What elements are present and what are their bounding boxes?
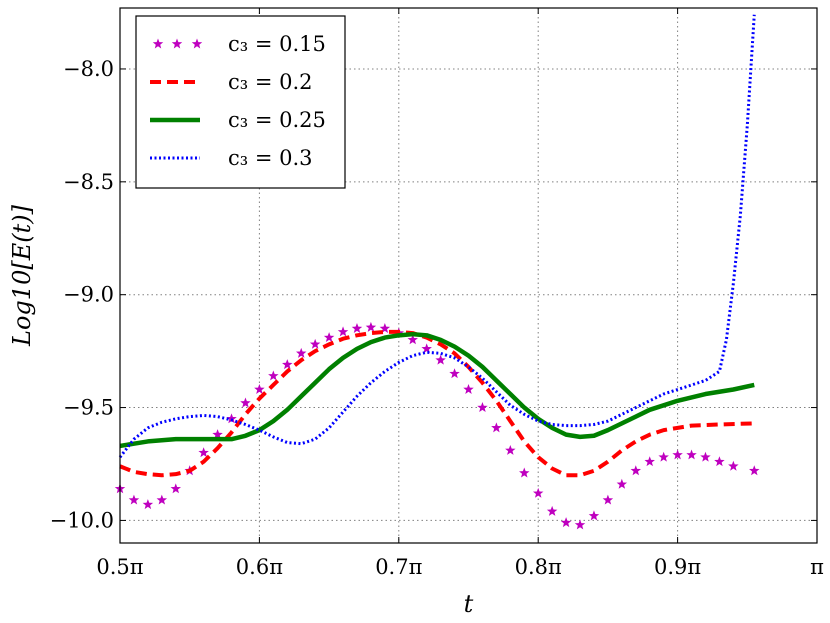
data-point-star [309, 338, 321, 349]
data-point-star [282, 359, 293, 370]
ticks: 0.5π 0.6π 0.7π 0.8π 0.9π π −10.0 −9.5 −9.0 −8.5 −8… [50, 8, 824, 579]
legend-star-marker [171, 38, 183, 49]
legend-item: c₃ = 0.2 [150, 70, 313, 94]
legend-star-marker [152, 38, 164, 49]
data-point-star [407, 334, 418, 345]
data-point-star [128, 494, 140, 505]
data-point-star [477, 402, 488, 413]
data-point-star [672, 449, 683, 460]
legend-label: c₃ = 0.25 [228, 108, 326, 132]
data-point-star [198, 447, 209, 458]
x-tick-label: 0.7π [375, 555, 422, 579]
series-layer [114, 14, 760, 530]
y-tick-label: −8.5 [63, 170, 114, 194]
legend-label: c₃ = 0.15 [228, 32, 326, 56]
data-point-star [644, 456, 655, 467]
data-point-star [505, 444, 516, 455]
data-point-star [170, 483, 181, 494]
data-point-star [686, 449, 697, 460]
series-line [119, 331, 755, 449]
legend-label: c₃ = 0.2 [228, 70, 313, 94]
data-point-star [323, 332, 335, 343]
data-point-star [254, 384, 265, 394]
data-point-star [658, 451, 669, 462]
series-2 [119, 329, 755, 478]
data-point-star [365, 321, 377, 332]
legend: c₃ = 0.15 c₃ = 0.2 c₃ = 0.25 c₃ = 0.3 [135, 15, 346, 189]
x-tick-label: 0.9π [654, 555, 701, 579]
data-point-star [700, 451, 711, 462]
series-1 [114, 321, 760, 530]
series-line [119, 329, 755, 478]
data-point-star [602, 494, 614, 505]
x-axis-title: t [464, 590, 474, 618]
legend-item: c₃ = 0.25 [150, 108, 326, 132]
plot-frame [119, 7, 818, 544]
y-tick-label: −10.0 [50, 508, 114, 532]
data-point-star [560, 517, 572, 528]
data-point-star [491, 422, 502, 433]
data-point-star [142, 499, 154, 510]
data-point-star [546, 505, 558, 516]
legend-star-marker [191, 38, 203, 49]
legend-box [135, 15, 346, 189]
series-4 [118, 14, 756, 459]
data-point-star [532, 487, 544, 498]
x-tick-label: 0.5π [96, 555, 143, 579]
data-point-star [588, 510, 600, 521]
data-point-star [630, 465, 642, 476]
legend-label: c₃ = 0.3 [228, 146, 313, 170]
data-point-star [268, 370, 279, 381]
data-point-star [463, 384, 474, 394]
data-point-star [421, 343, 432, 354]
y-tick-label: −8.0 [63, 57, 114, 81]
data-point-star [749, 465, 760, 476]
x-tick-label: 0.6π [236, 555, 283, 579]
legend-item: c₃ = 0.15 [152, 32, 326, 56]
data-point-star [351, 323, 363, 333]
data-point-star [295, 347, 307, 358]
data-point-star [449, 368, 460, 379]
data-point-star [519, 467, 530, 478]
data-point-star [728, 460, 739, 471]
data-point-star [574, 519, 586, 530]
data-point-star [616, 478, 628, 489]
legend-item: c₃ = 0.3 [150, 146, 313, 170]
data-point-star [156, 494, 168, 505]
data-point-star [226, 413, 237, 424]
y-axis-title: Log10[E(t)] [8, 204, 36, 347]
data-point-star [212, 429, 223, 440]
data-point-star [714, 456, 725, 467]
data-point-star [337, 326, 349, 337]
y-tick-label: −9.0 [63, 283, 114, 307]
data-point-star [379, 323, 391, 333]
data-point-star [240, 397, 251, 408]
data-point-star [435, 354, 446, 365]
x-tick-label: π [810, 555, 824, 579]
x-tick-label: 0.8π [515, 555, 562, 579]
y-tick-label: −9.5 [63, 396, 114, 420]
series-3 [119, 331, 755, 449]
series-line [118, 14, 756, 459]
